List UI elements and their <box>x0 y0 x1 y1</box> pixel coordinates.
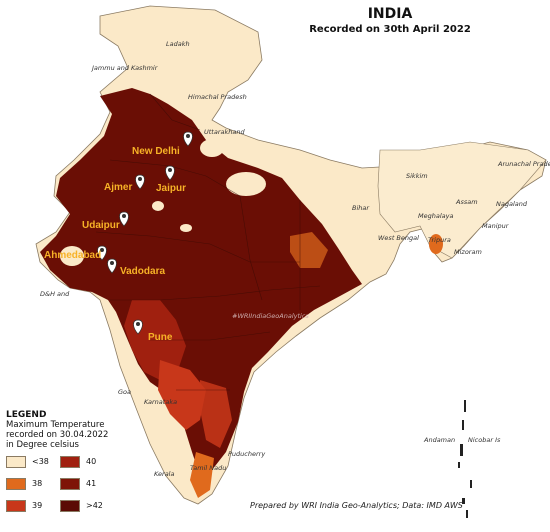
region-label: Uttarakhand <box>204 128 245 136</box>
heat-zone-39 <box>158 360 206 430</box>
legend-swatch <box>60 456 80 468</box>
light-pocket-west <box>60 246 84 266</box>
light-pocket-central <box>226 172 266 196</box>
city-label: Ahmedabad <box>44 250 101 261</box>
location-pin-icon <box>183 131 193 147</box>
region-label: Goa <box>118 388 131 396</box>
city-label: Vadodara <box>120 266 165 277</box>
location-pin-icon <box>107 258 117 274</box>
legend-swatch <box>6 456 26 468</box>
legend-label: <38 <box>32 457 49 466</box>
region-label: Mizoram <box>454 248 482 256</box>
region-label: Sikkim <box>406 172 428 180</box>
light-pocket-udaipur <box>180 224 192 232</box>
region-label: Ladakh <box>166 40 190 48</box>
region-label: Nicobar Is <box>468 436 501 444</box>
heat-zone-south <box>190 452 214 498</box>
map-credit: Prepared by WRI India Geo-Analytics; Dat… <box>250 501 463 510</box>
region-label: Meghalaya <box>418 212 453 220</box>
map-title: INDIA <box>367 6 413 22</box>
legend-swatch <box>6 478 26 490</box>
region-label: Andaman <box>423 436 455 444</box>
region-label: Jammu and Kashmir <box>90 64 159 72</box>
legend-desc-line3: in Degree celsius <box>6 440 79 450</box>
location-pin-icon <box>165 165 175 181</box>
region-label: Himachal Pradesh <box>188 93 247 101</box>
heat-zone-38 <box>200 380 232 448</box>
legend-title: LEGEND <box>6 410 47 420</box>
map-subtitle: Recorded on 30th April 2022 <box>309 24 471 35</box>
region-label: Tripura <box>428 236 451 244</box>
watermark-hashtag: #WRIIndiaGeoAnalytics <box>232 312 309 320</box>
legend-label: 40 <box>86 457 97 466</box>
legend-desc-line2: recorded on 30.04.2022 <box>6 430 109 440</box>
region-label: Assam <box>455 198 478 206</box>
legend-label: 38 <box>32 479 43 488</box>
region-label: Tamil Nadu <box>190 464 226 472</box>
light-pocket-ajmer <box>152 201 164 211</box>
city-label: Pune <box>148 332 173 343</box>
legend-swatches: <38 38 39 40 41 >42 <box>6 456 196 518</box>
heat-zone-main <box>40 88 362 476</box>
city-markers <box>97 131 193 335</box>
legend-label: 39 <box>32 501 43 510</box>
light-pocket-delhi <box>200 139 224 157</box>
legend-desc-line1: Maximum Temperature <box>6 420 105 430</box>
region-label: Kerala <box>154 470 174 478</box>
city-label: Jaipur <box>156 183 186 194</box>
location-pin-icon <box>119 211 129 227</box>
state-borders <box>95 93 321 391</box>
legend-swatch <box>6 500 26 512</box>
city-label: Ajmer <box>104 182 132 193</box>
region-label: West Bengal <box>378 234 419 242</box>
region-label: Nagaland <box>496 200 528 208</box>
region-label: D&H and <box>40 290 70 298</box>
legend: LEGEND Maximum Temperature recorded on 3… <box>6 410 196 518</box>
tripura-heat <box>429 234 443 254</box>
location-pin-icon <box>97 245 107 261</box>
legend-label: >42 <box>86 501 103 510</box>
legend-label: 41 <box>86 479 97 488</box>
region-label: Manipur <box>482 222 510 230</box>
location-pin-icon <box>135 174 145 190</box>
legend-swatch <box>60 500 80 512</box>
andaman-islands <box>458 400 472 518</box>
region-label: Arunachal Pradesh <box>497 160 550 168</box>
region-label: Puducherry <box>228 450 265 458</box>
city-label: Udaipur <box>82 220 120 231</box>
region-label: Bihar <box>352 204 370 212</box>
city-label: New Delhi <box>132 146 180 157</box>
heat-zone-38-east <box>290 232 328 268</box>
legend-swatch <box>60 478 80 490</box>
location-pin-icon <box>133 319 143 335</box>
region-label: Karnataka <box>144 398 177 406</box>
northeast-region <box>377 141 547 259</box>
